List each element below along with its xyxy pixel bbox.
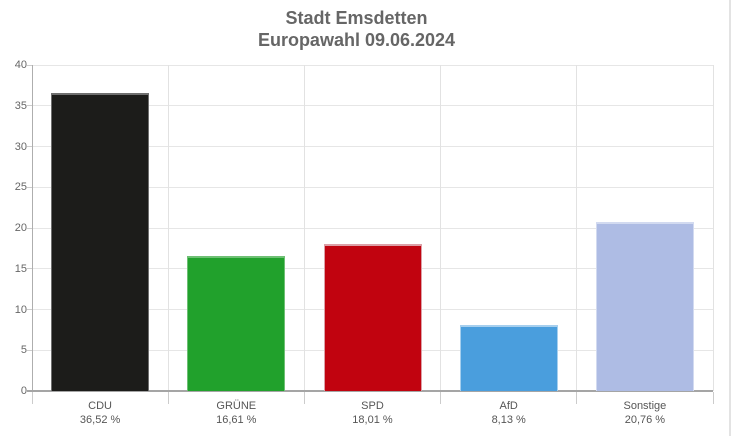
- category-name: AfD: [499, 400, 518, 412]
- bar-gr-ne: [187, 255, 286, 391]
- chart-header: Stadt Emsdetten Europawahl 09.06.2024: [0, 7, 713, 51]
- y-gridline: [32, 227, 713, 229]
- y-gridline: [32, 146, 713, 147]
- y-axis-tick: [27, 105, 32, 107]
- chart-title: Stadt Emsdetten: [285, 8, 428, 28]
- y-axis-tick: [27, 146, 32, 147]
- right-divider-line: [729, 0, 731, 436]
- y-axis-tick: [27, 64, 32, 66]
- x-gridline: [303, 65, 305, 391]
- x-gridline: [167, 65, 169, 391]
- y-axis-label: 40: [14, 59, 27, 71]
- y-axis-label: 0: [20, 385, 27, 397]
- category-label-block: AfD 8,13 %: [441, 399, 577, 427]
- bar-sonstige: [595, 221, 694, 391]
- y-axis-tick: [27, 268, 32, 270]
- category-name: CDU: [88, 400, 113, 412]
- category-name: SPD: [361, 400, 384, 412]
- y-axis-tick: [27, 309, 32, 310]
- y-gridline: [32, 186, 713, 188]
- category-label-block: SPD 18,01 %: [304, 399, 440, 427]
- y-axis-label: 10: [14, 303, 27, 316]
- y-axis-label: 25: [14, 181, 27, 194]
- category-label-block: GRÜNE 16,61 %: [168, 399, 304, 427]
- x-gridline: [576, 65, 578, 391]
- y-axis-line: [32, 65, 33, 391]
- y-axis-label: 5: [20, 344, 27, 357]
- y-axis-label: 35: [14, 99, 27, 112]
- x-gridline: [440, 65, 442, 391]
- category-name: Sonstige: [623, 400, 667, 412]
- y-axis-label: 20: [14, 222, 27, 234]
- y-axis-label: 30: [14, 140, 27, 153]
- category-value: 16,61 %: [216, 414, 257, 426]
- x-axis-tick: [440, 392, 442, 404]
- y-axis-tick: [27, 227, 32, 229]
- x-axis-tick: [303, 392, 305, 404]
- bar-afd: [459, 324, 558, 391]
- x-axis-tick: [167, 392, 169, 404]
- x-axis-tick: [712, 392, 714, 404]
- x-axis-tick: [576, 392, 578, 404]
- x-axis-line: [27, 390, 713, 392]
- bar-cdu: [51, 93, 150, 391]
- category-name: GRÜNE: [216, 400, 257, 412]
- category-label-block: CDU 36,52 %: [32, 399, 168, 427]
- category-value: 18,01 %: [352, 414, 393, 426]
- x-axis-tick: [31, 392, 33, 404]
- y-axis-tick: [27, 349, 32, 351]
- y-gridline: [32, 64, 713, 66]
- category-value: 36,52 %: [79, 414, 121, 426]
- y-axis-tick: [27, 186, 32, 188]
- x-gridline: [712, 65, 714, 391]
- y-axis-label: 15: [14, 262, 27, 275]
- chart-subtitle: Europawahl 09.06.2024: [257, 30, 456, 50]
- y-gridline: [32, 105, 713, 107]
- category-value: 20,76 %: [624, 414, 666, 426]
- category-label-block: Sonstige 20,76 %: [577, 399, 713, 427]
- category-value: 8,13 %: [491, 414, 526, 426]
- bar-spd: [323, 244, 422, 391]
